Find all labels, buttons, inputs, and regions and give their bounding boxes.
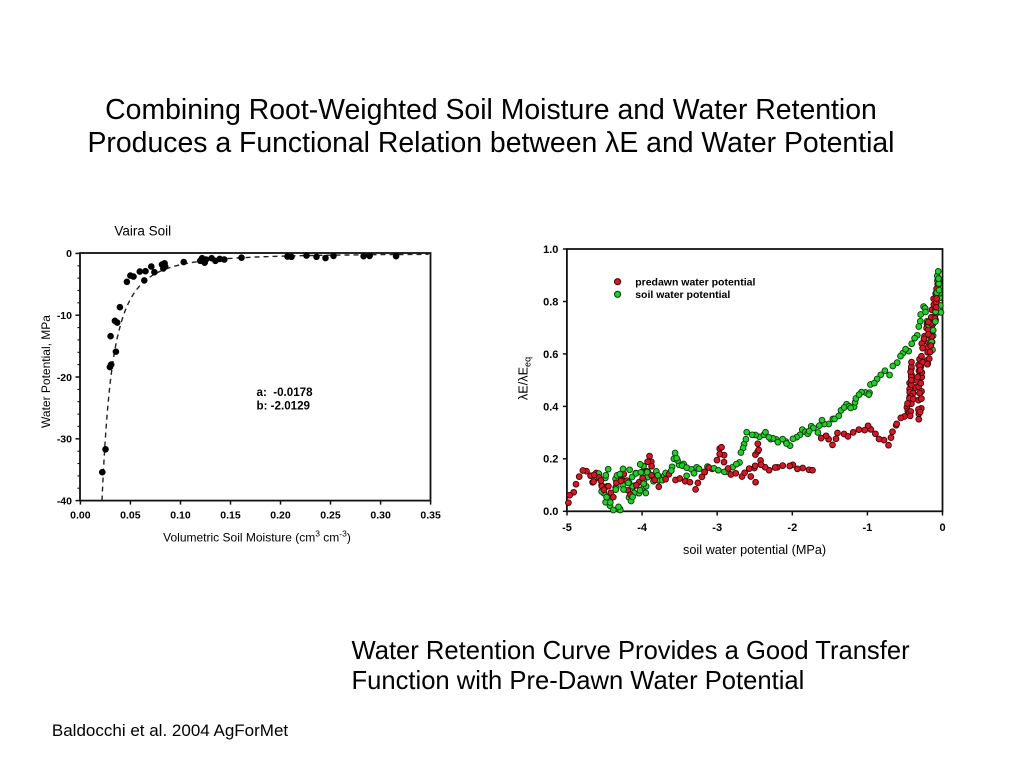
svg-text:0: 0 [939,522,945,534]
svg-text:0.00: 0.00 [70,510,91,522]
svg-text:-5: -5 [562,522,572,534]
svg-text:0.6: 0.6 [543,349,558,361]
svg-text:soil water potential: soil water potential [635,289,730,301]
svg-text:0: 0 [66,248,72,260]
svg-text:-4: -4 [637,522,648,534]
svg-text:-3: -3 [712,522,722,534]
svg-text:0.4: 0.4 [543,401,559,413]
svg-text:predawn water potential: predawn water potential [635,277,755,289]
svg-text:0.0: 0.0 [543,506,558,518]
svg-text:0.20: 0.20 [270,510,291,522]
svg-text:-20: -20 [57,372,72,384]
svg-text:0.35: 0.35 [420,510,441,522]
svg-text:λE/λEeq: λE/λEeq [517,357,533,400]
svg-text:0.30: 0.30 [370,510,391,522]
svg-text:-1: -1 [863,522,873,534]
svg-text:-10: -10 [57,310,72,322]
svg-text:Water Potential, MPa: Water Potential, MPa [39,315,53,428]
svg-text:1.0: 1.0 [543,244,558,256]
svg-text:0.25: 0.25 [320,510,341,522]
svg-text:b: -2.0129: b: -2.0129 [257,399,311,412]
svg-text:0.2: 0.2 [543,454,558,466]
svg-text:0.10: 0.10 [170,510,191,522]
svg-text:a: -0.0178: a: -0.0178 [257,386,314,399]
svg-text:-30: -30 [57,434,72,446]
svg-text:soil water potential (MPa): soil water potential (MPa) [683,543,826,557]
svg-text:-2: -2 [787,522,797,534]
svg-text:0.05: 0.05 [120,510,141,522]
svg-text:0.15: 0.15 [220,510,241,522]
svg-text:0.8: 0.8 [543,296,558,308]
svg-text:Volumetric Soil Moisture (cm3: Volumetric Soil Moisture (cm3 cm-3) [163,529,351,545]
svg-text:Vaira Soil: Vaira Soil [114,224,171,239]
svg-text:-40: -40 [57,495,72,507]
